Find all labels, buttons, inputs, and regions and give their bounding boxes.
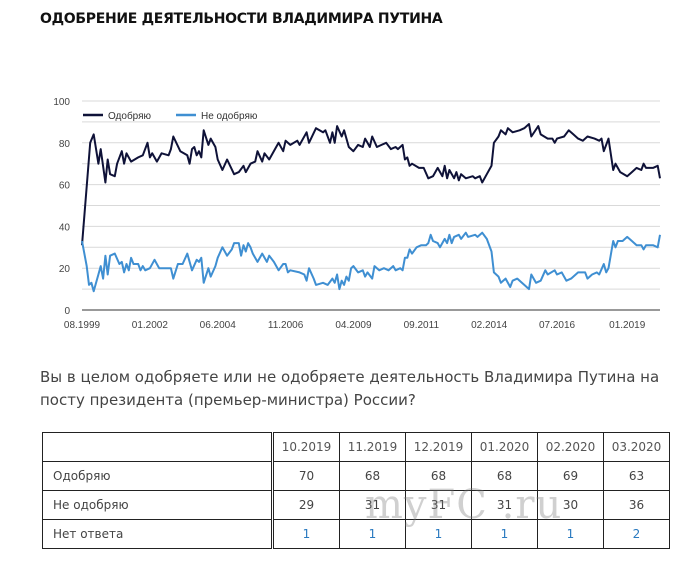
column-header: 12.2019 (405, 432, 472, 462)
table-cell: 31 (471, 490, 538, 520)
legend-label: Одобряю (108, 110, 152, 122)
table-row: Нет ответа 1 1 1 1 1 2 (42, 519, 670, 549)
table-cell: 30 (537, 490, 604, 520)
table-cell: 31 (405, 490, 472, 520)
table-row: Одобряю 70 68 68 68 69 63 (42, 461, 670, 491)
table-cell: 1 (405, 519, 472, 549)
x-tick-label: 06.2004 (200, 320, 237, 331)
approval-chart: 0 20 40 60 80 100 08.1999 01.2002 06.2004 11.2006… (53, 97, 661, 331)
table-cell: 68 (339, 461, 406, 491)
table-cell: 31 (339, 490, 406, 520)
series-lines (81, 123, 661, 293)
column-header: 10.2019 (272, 432, 340, 462)
y-tick-label: 60 (59, 181, 71, 192)
legend: Одобряю Не одобряю (83, 110, 258, 122)
x-tick-label: 08.1999 (64, 320, 101, 331)
y-tick-label: 0 (64, 306, 70, 317)
x-tick-label: 07.2016 (539, 320, 576, 331)
table-cell: 69 (537, 461, 604, 491)
table-cell: 1 (471, 519, 538, 549)
row-label: Не одобряю (42, 490, 274, 520)
table-cell: 68 (471, 461, 538, 491)
table-cell: 36 (603, 490, 670, 520)
legend-label: Не одобряю (201, 110, 258, 122)
table-cell: 68 (405, 461, 472, 491)
header-empty-cell (42, 432, 274, 462)
axes: 0 20 40 60 80 100 08.1999 01.2002 06.2004 11.2006… (53, 97, 660, 331)
table-cell: 63 (603, 461, 670, 491)
table-cell: 70 (272, 461, 340, 491)
page-title: ОДОБРЕНИЕ ДЕЯТЕЛЬНОСТИ ВЛАДИМИРА ПУТИНА (40, 11, 443, 27)
x-tick-label: 11.2006 (268, 320, 304, 331)
column-header: 03.2020 (603, 432, 670, 462)
table-cell: 2 (603, 519, 670, 549)
row-label: Одобряю (42, 461, 274, 491)
x-tick-label: 01.2019 (609, 320, 646, 331)
x-tick-label: 04.2009 (335, 320, 372, 331)
y-tick-label: 80 (59, 139, 71, 150)
x-tick-label: 02.2014 (471, 320, 508, 331)
column-header: 01.2020 (471, 432, 538, 462)
column-header: 02.2020 (537, 432, 604, 462)
results-table: 10.2019 11.2019 12.2019 01.2020 02.2020 … (42, 432, 670, 549)
y-tick-label: 40 (59, 222, 71, 233)
table-cell: 1 (272, 519, 340, 549)
series-line-disapprove (81, 231, 661, 293)
survey-question: Вы в целом одобряете или не одобряете де… (40, 368, 660, 409)
y-tick-label: 20 (59, 264, 71, 275)
series-line-approve (81, 123, 661, 246)
table-cell: 1 (339, 519, 406, 549)
row-label: Нет ответа (42, 519, 274, 549)
x-tick-label: 01.2002 (132, 320, 169, 331)
column-header: 11.2019 (339, 432, 406, 462)
grid (82, 100, 660, 290)
table-row: Не одобряю 29 31 31 31 30 36 (42, 490, 670, 520)
table-cell: 1 (537, 519, 604, 549)
table-cell: 29 (272, 490, 340, 520)
y-tick-label: 100 (53, 97, 70, 108)
table-header-row: 10.2019 11.2019 12.2019 01.2020 02.2020 … (42, 432, 670, 462)
x-tick-label: 09.2011 (404, 320, 440, 331)
